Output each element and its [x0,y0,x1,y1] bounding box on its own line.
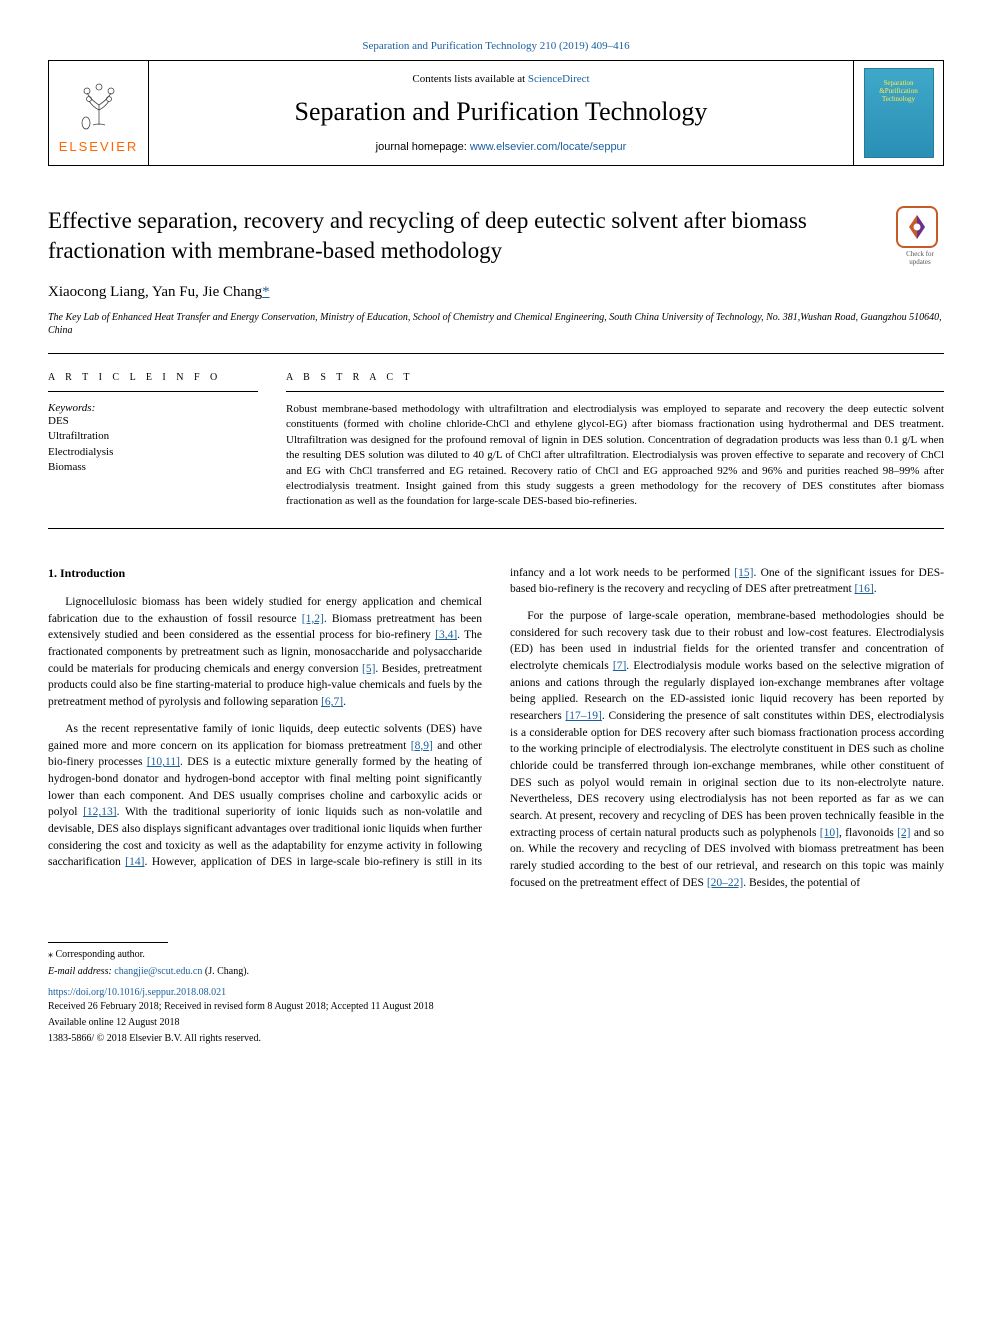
elsevier-tree-icon [69,73,129,133]
check-updates-block[interactable]: Check for updates [896,206,944,266]
authors: Xiaocong Liang, Yan Fu, Jie Chang [48,284,262,300]
abstract-column: A B S T R A C T Robust membrane-based me… [286,372,944,510]
citation-link[interactable]: [7] [613,660,626,672]
keywords-list: DES Ultrafiltration Electrodialysis Biom… [48,414,258,476]
citation-link[interactable]: [12,13] [83,806,117,818]
citation-link[interactable]: [17–19] [565,710,601,722]
homepage-link[interactable]: www.elsevier.com/locate/seppur [470,141,627,153]
publication-header: ELSEVIER Contents lists available at Sci… [48,60,944,166]
divider-top [48,353,944,354]
publication-center: Contents lists available at ScienceDirec… [149,61,853,165]
citation-link[interactable]: [3,4] [435,629,457,641]
email-suffix: (J. Chang). [202,966,249,977]
contents-line: Contents lists available at ScienceDirec… [412,73,589,85]
email-link[interactable]: changjie@scut.edu.cn [114,966,202,977]
header-citation: Separation and Purification Technology 2… [48,40,944,52]
body-two-column: 1. Introduction Lignocellulosic biomass … [48,565,944,892]
keyword: Electrodialysis [48,445,258,460]
doi-link[interactable]: https://doi.org/10.1016/j.seppur.2018.08… [48,987,226,998]
article-header: Effective separation, recovery and recyc… [48,206,944,266]
intro-heading: 1. Introduction [48,565,482,582]
article-info-heading: A R T I C L E I N F O [48,372,258,392]
article-title: Effective separation, recovery and recyc… [48,206,876,266]
footer-separator [48,942,168,943]
available-line: Available online 12 August 2018 [48,1016,944,1030]
copyright-line: 1383-5866/ © 2018 Elsevier B.V. All righ… [48,1032,944,1046]
cover-line2: &Purification [879,87,918,95]
citation-link[interactable]: [16] [855,583,874,595]
citation-link[interactable]: [14] [125,856,144,868]
email-label: E-mail address: [48,966,114,977]
corresponding-author-note: ⁎ Corresponding author. [48,949,944,960]
doi-line: https://doi.org/10.1016/j.seppur.2018.08… [48,987,944,998]
citation-link[interactable]: [10,11] [147,756,180,768]
citation-link[interactable]: [10] [820,827,839,839]
citation-link[interactable]: [8,9] [411,740,433,752]
cover-line3: Technology [882,95,915,103]
cover-line1: Separation [884,79,914,87]
authors-line: Xiaocong Liang, Yan Fu, Jie Chang* [48,284,944,301]
body-paragraph: Lignocellulosic biomass has been widely … [48,594,482,711]
abstract-text: Robust membrane-based methodology with u… [286,402,944,510]
info-abstract-block: A R T I C L E I N F O Keywords: DES Ultr… [48,372,944,510]
citation-link[interactable]: [5] [362,663,375,675]
keyword: Ultrafiltration [48,429,258,444]
journal-cover-block: Separation &Purification Technology [853,61,943,165]
email-line: E-mail address: changjie@scut.edu.cn (J.… [48,966,944,977]
check-updates-label: Check for updates [896,250,944,266]
affiliation: The Key Lab of Enhanced Heat Transfer an… [48,311,944,337]
corresponding-mark[interactable]: * [262,284,270,300]
body-paragraph: For the purpose of large-scale operation… [510,608,944,891]
abstract-heading: A B S T R A C T [286,372,944,392]
check-updates-icon [896,206,938,248]
elsevier-label: ELSEVIER [59,139,139,154]
contents-prefix: Contents lists available at [412,73,527,85]
citation-link[interactable]: [15] [734,567,753,579]
homepage-line: journal homepage: www.elsevier.com/locat… [376,141,627,153]
journal-cover-thumb: Separation &Purification Technology [864,68,934,158]
citation-link[interactable]: [2] [897,827,910,839]
keywords-label: Keywords: [48,402,258,414]
citation-link[interactable]: [20–22] [707,877,743,889]
article-info-column: A R T I C L E I N F O Keywords: DES Ultr… [48,372,258,510]
dates-line: Received 26 February 2018; Received in r… [48,1000,944,1014]
divider-bottom [48,528,944,529]
homepage-prefix: journal homepage: [376,141,470,153]
journal-name: Separation and Purification Technology [295,97,708,127]
keyword: DES [48,414,258,429]
elsevier-logo-block: ELSEVIER [49,61,149,165]
keyword: Biomass [48,460,258,475]
citation-link[interactable]: [6,7] [321,696,343,708]
body-section: 1. Introduction Lignocellulosic biomass … [48,565,944,892]
sciencedirect-link[interactable]: ScienceDirect [528,73,590,85]
citation-link[interactable]: [1,2] [302,613,324,625]
